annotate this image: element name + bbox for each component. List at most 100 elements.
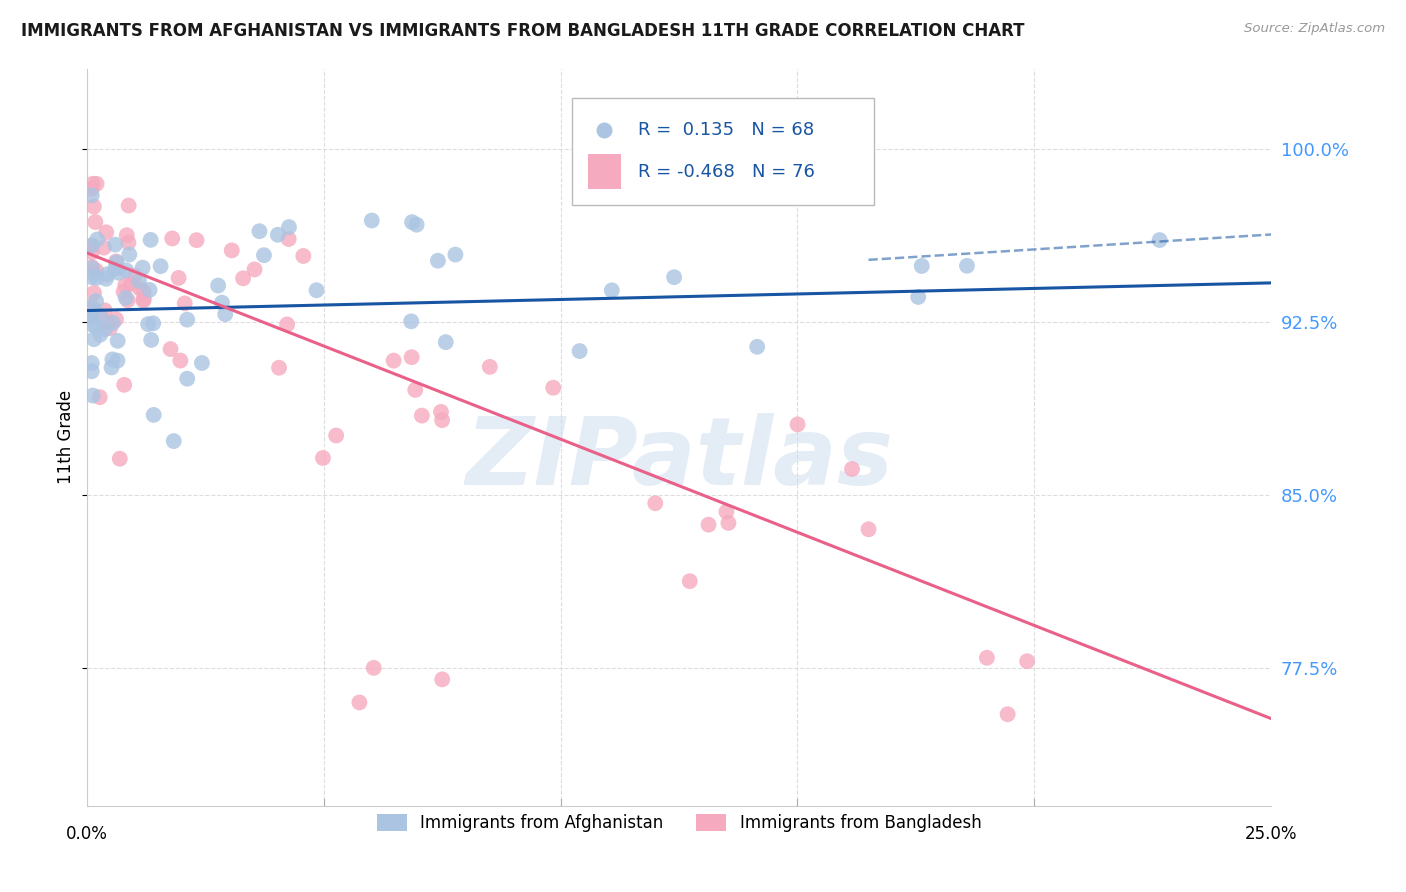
Point (600, 283, 623, 297)
Point (136, 317, 159, 331)
Point (167, 271, 190, 285)
Point (80, 238, 103, 252)
Point (124, 268, 146, 283)
Point (325, 428, 347, 442)
Point (80, 356, 103, 370)
Point (89, 327, 111, 342)
Point (404, 383, 426, 397)
Point (83, 285, 105, 300)
Point (114, 278, 136, 293)
Point (86, 271, 108, 285)
Point (107, 353, 129, 368)
Point (93, 241, 115, 255)
Point (697, 517, 720, 532)
Point (89, 309, 111, 323)
Point (100, 360, 122, 375)
Point (86, 232, 108, 246)
Point (84, 263, 107, 277)
Point (176, 312, 198, 326)
Point (907, 290, 929, 304)
Point (131, 260, 153, 275)
Point (786, 417, 808, 432)
Text: IMMIGRANTS FROM AFGHANISTAN VS IMMIGRANTS FROM BANGLADESH 11TH GRADE CORRELATION: IMMIGRANTS FROM AFGHANISTAN VS IMMIGRANT… (21, 22, 1025, 40)
Point (80, 318, 103, 332)
Point (142, 316, 165, 330)
Point (98, 321, 121, 335)
Point (89, 390, 111, 404)
Point (858, 522, 880, 536)
Point (478, 359, 501, 374)
Point (82, 260, 104, 275)
Legend: Immigrants from Afghanistan, Immigrants from Bangladesh: Immigrants from Afghanistan, Immigrants … (370, 807, 988, 838)
Point (430, 413, 453, 427)
Point (114, 291, 136, 305)
Point (112, 285, 135, 299)
Point (115, 228, 138, 243)
Point (115, 263, 138, 277)
Point (104, 261, 127, 276)
Point (541, 381, 564, 395)
Point (101, 316, 124, 330)
Point (84, 215, 107, 229)
Bar (588, 154, 621, 189)
Point (163, 434, 186, 448)
Point (138, 283, 160, 297)
Point (399, 314, 422, 328)
Point (644, 496, 666, 510)
Y-axis label: 11th Grade: 11th Grade (58, 391, 75, 484)
Point (162, 231, 184, 245)
Point (717, 516, 740, 530)
Point (382, 353, 405, 368)
Point (176, 372, 198, 386)
Point (83, 200, 105, 214)
Point (249, 224, 271, 238)
Point (277, 232, 299, 246)
Point (253, 248, 276, 262)
Point (107, 334, 129, 348)
Point (401, 350, 423, 364)
Point (80, 310, 103, 324)
Point (80, 260, 103, 275)
Point (211, 295, 233, 310)
Point (221, 244, 243, 258)
FancyBboxPatch shape (572, 98, 875, 205)
Point (232, 271, 254, 285)
Point (363, 661, 385, 675)
Point (401, 215, 423, 229)
Point (82, 304, 104, 318)
Point (426, 253, 449, 268)
Point (84, 294, 107, 309)
Point (104, 237, 127, 252)
Point (93, 303, 115, 318)
Point (84, 319, 107, 334)
Point (80, 238, 103, 252)
Point (434, 335, 457, 350)
Point (108, 451, 131, 466)
Point (83, 332, 105, 346)
Point (80, 300, 103, 314)
Point (568, 344, 591, 359)
Point (117, 293, 139, 308)
Point (444, 247, 467, 261)
Point (94, 272, 117, 286)
Point (747, 340, 769, 354)
Point (80, 270, 103, 285)
Point (1017, 654, 1039, 668)
Point (105, 312, 128, 326)
Text: 0.0%: 0.0% (66, 824, 108, 843)
Point (118, 247, 141, 261)
Point (1149, 233, 1171, 247)
Point (94, 322, 117, 336)
Point (186, 233, 208, 247)
Point (956, 259, 979, 273)
Point (112, 377, 135, 392)
Point (132, 293, 155, 308)
Point (191, 356, 214, 370)
Text: Source: ZipAtlas.com: Source: ZipAtlas.com (1244, 22, 1385, 36)
Point (360, 213, 382, 227)
Point (80, 364, 103, 378)
Point (267, 227, 290, 242)
Point (405, 218, 427, 232)
Point (139, 233, 162, 247)
Point (159, 342, 181, 356)
